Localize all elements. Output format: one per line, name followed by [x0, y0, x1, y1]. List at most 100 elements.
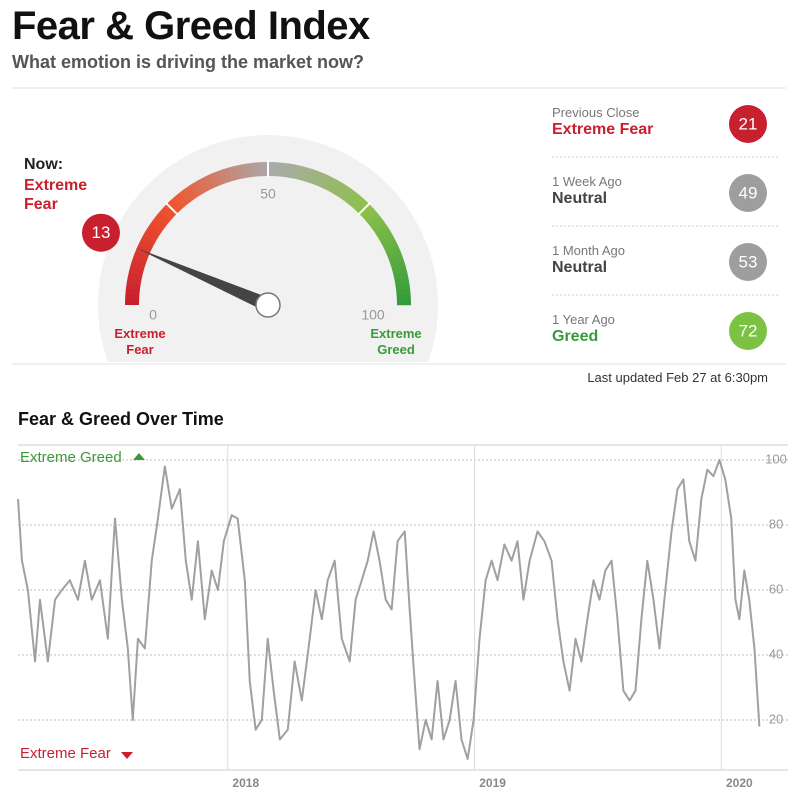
- chart-title: Fear & Greed Over Time: [18, 409, 224, 429]
- data-line: [17, 458, 761, 760]
- gauge-pivot: [255, 292, 281, 318]
- gauge-arc-segment: [138, 239, 154, 252]
- gauge-arc-segment: [213, 170, 224, 186]
- gauge-arc-segment: [331, 180, 343, 196]
- history-label: 1 Month Ago: [552, 243, 625, 258]
- now-label: Now:: [24, 156, 64, 173]
- gauge-max-label: Extreme Greed: [370, 326, 422, 357]
- down-arrow-icon: [121, 752, 133, 759]
- gauge-arc-segment: [326, 177, 339, 193]
- gauge-arc-segment: [377, 230, 393, 243]
- gauge-arc-segment: [245, 162, 254, 178]
- history-badge: [729, 243, 767, 281]
- gauge-arc-segment: [203, 175, 215, 191]
- gauge-arc-segment: [125, 282, 141, 290]
- gauge-arc-segment: [175, 192, 189, 207]
- gauge-arc-segment: [362, 207, 377, 222]
- gauge-separator: [357, 201, 372, 216]
- x-tick-label: 2019: [479, 776, 506, 790]
- chart: 20 40 60 80 100 2018 2019 2020: [17, 444, 788, 790]
- gauge-arc-segment: [140, 234, 156, 247]
- history-value: 21: [739, 114, 758, 133]
- gauge-arc-segment: [229, 165, 239, 181]
- gauge-arc-segment: [159, 207, 174, 222]
- history-label: 1 Week Ago: [552, 174, 622, 189]
- gauge-arc-segment: [385, 245, 401, 256]
- gauge-arc-segment: [193, 180, 206, 196]
- gauge-arc-segment: [133, 250, 149, 261]
- gauge-arc-segment: [339, 186, 353, 201]
- gauge-tick-label: 50: [260, 186, 276, 202]
- gauge-arc-segment: [126, 276, 142, 285]
- gauge-needle: [134, 247, 271, 312]
- history-rating: Neutral: [552, 259, 608, 276]
- now-rating: Extreme Fear: [24, 177, 88, 213]
- gauge-arc-segment: [390, 260, 406, 271]
- gauge-arc-segment: [351, 196, 366, 211]
- gauge-tick-label: 100: [361, 307, 385, 323]
- gauge-arc-segment: [335, 183, 348, 198]
- gauge-arc-segment: [143, 230, 159, 242]
- gauge-arc-segment: [130, 260, 146, 271]
- history-badge: [729, 174, 767, 212]
- history-rating: Neutral: [552, 190, 608, 207]
- history-rating: Greed: [552, 328, 599, 345]
- y-tick-label: 80: [769, 516, 783, 531]
- gauge-arc-segment: [382, 240, 398, 252]
- gauge-arc-segment: [188, 182, 201, 198]
- gauge-arc-segment: [343, 189, 357, 204]
- gauge-arc-segment: [302, 167, 313, 183]
- gauge-arc-segment: [372, 220, 388, 234]
- history-badge: [729, 105, 767, 143]
- gauge: 0 50 100 13: [81, 135, 438, 362]
- gauge-arc-segment: [251, 162, 259, 177]
- gauge-arc-segment: [283, 162, 291, 178]
- gauge-arc-segment: [179, 189, 193, 204]
- page-title: Fear & Greed Index: [12, 4, 370, 48]
- gauge-arc-segment: [395, 282, 411, 291]
- gauge-separator: [164, 201, 179, 216]
- y-tick-label: 60: [769, 581, 783, 596]
- history-label: Previous Close: [552, 105, 640, 120]
- gauge-arc-segment: [198, 177, 210, 193]
- gauge-arc-segment: [307, 168, 318, 185]
- annotation-bottom: Extreme Fear: [20, 745, 111, 762]
- gauge-arc-segment: [394, 277, 410, 286]
- gauge-arc-segment: [152, 216, 167, 230]
- gauge-arc-segment: [128, 265, 144, 275]
- gauge-min-label: Extreme Fear: [114, 326, 166, 357]
- gauge-arc-segment: [183, 185, 197, 201]
- gauge-arc-segment: [298, 165, 308, 181]
- gauge-arc-segment: [223, 167, 234, 183]
- x-tick-label: 2018: [232, 776, 259, 790]
- gauge-arc-segment: [288, 163, 297, 179]
- gauge-arc-segment: [125, 287, 140, 295]
- gauge-arc-segment: [347, 192, 362, 208]
- history-rating: Extreme Fear: [552, 121, 654, 138]
- gauge-arc-segment: [369, 216, 384, 230]
- gauge-arc-segment: [278, 162, 286, 177]
- gauge-arc-segment: [366, 212, 381, 226]
- y-tick-label: 40: [769, 646, 783, 661]
- gauge-arc-segment: [127, 271, 143, 280]
- gauge-arc-segment: [389, 255, 405, 266]
- gauge-tick-label: 0: [149, 307, 157, 323]
- history-label: 1 Year Ago: [552, 312, 615, 327]
- gauge-arc-segment: [380, 235, 396, 247]
- annotation-top: Extreme Greed: [20, 449, 122, 466]
- history-panel: 21 49 53 72: [552, 105, 780, 350]
- y-tick-label: 100: [765, 451, 787, 466]
- gauge-arc-segment: [387, 250, 403, 261]
- x-tick-label: 2020: [726, 776, 753, 790]
- page-subtitle: What emotion is driving the market now?: [12, 52, 365, 72]
- gauge-arc-segment: [240, 163, 249, 179]
- gauge-value: 13: [92, 223, 111, 242]
- gauge-arc-segment: [312, 170, 323, 186]
- gauge-arc-segment: [234, 164, 244, 180]
- gauge-arc-segment: [321, 175, 334, 191]
- gauge-arc-segment: [131, 255, 148, 266]
- gauge-arc-segment: [396, 288, 411, 296]
- gauge-arc-segment: [375, 225, 391, 238]
- gauge-arc-segment: [149, 220, 164, 234]
